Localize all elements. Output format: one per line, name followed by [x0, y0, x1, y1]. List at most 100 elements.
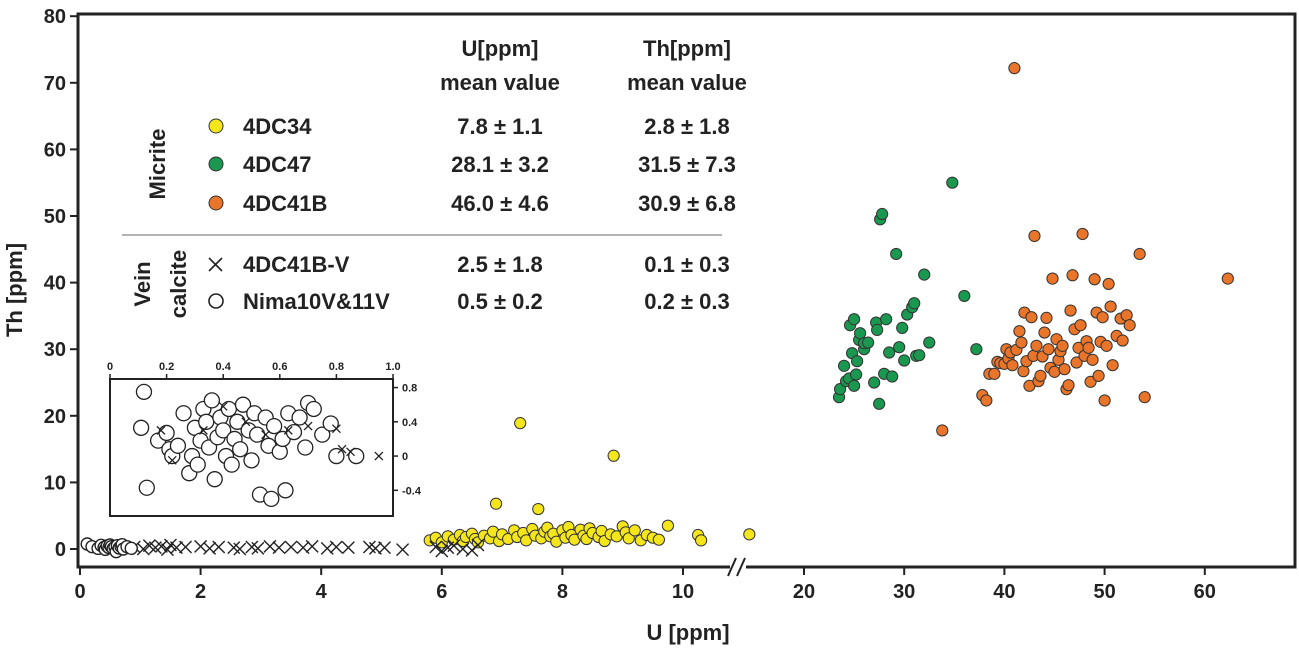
data-point	[886, 370, 899, 383]
cross-stroke	[331, 424, 341, 434]
y-axis-title: Th [ppm]	[2, 243, 27, 337]
data-point	[607, 449, 620, 462]
cross-stroke	[435, 544, 449, 558]
inset-open-circle	[158, 424, 175, 442]
inset-cross	[198, 425, 208, 435]
cross-stroke	[136, 542, 150, 556]
data-point	[341, 541, 355, 555]
data-point	[136, 542, 150, 556]
y-tick-label: 50	[44, 206, 66, 228]
data-point	[743, 528, 756, 541]
x-tick-label: 10	[672, 581, 694, 603]
x-tick-label: 40	[993, 581, 1015, 603]
data-point	[1064, 304, 1077, 317]
plot-frame	[76, 12, 1297, 569]
legend-row: 4DC41B 46.0 ± 4.6 30.9 ± 6.8	[208, 191, 736, 216]
x-axis: 0 2 4 6 8 10 20 30 40 50 60	[74, 567, 1216, 603]
inset-open-circle	[291, 409, 308, 426]
data-point	[1056, 339, 1069, 352]
data-point	[1104, 300, 1117, 313]
data-point	[980, 394, 993, 407]
data-point	[1102, 277, 1115, 291]
data-point	[628, 524, 641, 537]
data-point	[622, 532, 635, 545]
data-point	[514, 417, 527, 430]
data-point	[1092, 369, 1105, 382]
inset-frame	[109, 378, 394, 517]
data-point	[946, 176, 959, 189]
data-point	[284, 540, 298, 554]
inset-open-circle	[348, 447, 365, 465]
cross-stroke	[154, 539, 168, 553]
data-point	[883, 346, 896, 359]
cross-stroke	[227, 541, 241, 555]
data-point	[1116, 334, 1129, 347]
y-tick-label: 0	[55, 539, 66, 561]
inset-open-circle	[189, 456, 206, 473]
legend-u-mean: 7.8 ± 1.1	[457, 114, 542, 139]
legend-th-mean: 31.5 ± 7.3	[638, 152, 736, 177]
inset-open-circle	[328, 447, 345, 465]
data-point	[1008, 62, 1021, 75]
y-tick-label: 70	[44, 73, 66, 95]
data-point	[1086, 353, 1099, 366]
data-point	[1066, 269, 1079, 282]
data-point	[1098, 394, 1111, 407]
cross-stroke	[305, 539, 319, 553]
inset-cross	[283, 425, 293, 435]
inset-plot: 0 0.2 0.4 0.6 0.8 1.00.80.40-0.4	[107, 361, 422, 517]
x-tick-label: 50	[1093, 581, 1115, 603]
cross-stroke	[296, 541, 310, 555]
cross-stroke	[362, 540, 376, 554]
data-point	[1013, 325, 1026, 338]
cross-stroke	[341, 541, 355, 555]
inset-open-circle	[232, 441, 249, 458]
inset-cross	[337, 444, 347, 454]
inset-open-circle	[297, 439, 314, 456]
data-point	[913, 349, 926, 362]
data-point	[124, 541, 138, 556]
inset-open-circle	[175, 405, 192, 422]
legend-row: 4DC41B-V 2.5 ± 1.8 0.1 ± 0.3	[208, 252, 730, 277]
inset-cross	[261, 430, 271, 440]
cross-stroke	[346, 447, 356, 457]
inset-cross	[156, 425, 166, 435]
inset-open-circle	[265, 417, 283, 435]
inset-y-tick-label: 0.8	[402, 383, 417, 395]
x-tick-label: 8	[557, 581, 568, 603]
cross-stroke	[245, 540, 259, 554]
data-point	[1062, 379, 1075, 392]
legend-u-mean: 2.5 ± 1.8	[457, 252, 542, 277]
group-vein-label-line2: calcite	[166, 250, 191, 319]
cross-stroke	[169, 541, 183, 555]
data-point	[848, 313, 861, 326]
cross-stroke	[471, 538, 485, 552]
y-tick-label: 20	[44, 406, 66, 428]
data-point	[876, 207, 889, 221]
cross-stroke	[212, 540, 226, 554]
inset-open-circle	[135, 383, 153, 400]
inset-open-circle	[220, 400, 238, 418]
data-point	[1006, 359, 1019, 372]
inset-open-circle	[132, 419, 150, 436]
group-vein-label-line1: Vein	[130, 261, 155, 306]
data-point	[890, 247, 903, 261]
x-axis-title: U [ppm]	[646, 620, 729, 645]
data-point	[1106, 359, 1119, 372]
inset-cross	[346, 447, 356, 457]
cross-stroke	[320, 541, 334, 555]
inset-axes: 0 0.2 0.4 0.6 0.8 1.00.80.40-0.4	[107, 361, 422, 497]
data-point	[378, 541, 392, 555]
cross-stroke	[203, 541, 217, 555]
legend-name: 4DC41B-V	[243, 252, 350, 277]
cross-stroke	[283, 425, 293, 435]
data-point	[908, 297, 921, 310]
inset-cross	[374, 451, 384, 461]
data-point	[1042, 343, 1055, 356]
cross-stroke	[156, 425, 166, 435]
data-point	[652, 533, 665, 546]
data-point	[848, 379, 861, 392]
data-point	[862, 336, 875, 349]
cross-stroke	[303, 421, 313, 431]
